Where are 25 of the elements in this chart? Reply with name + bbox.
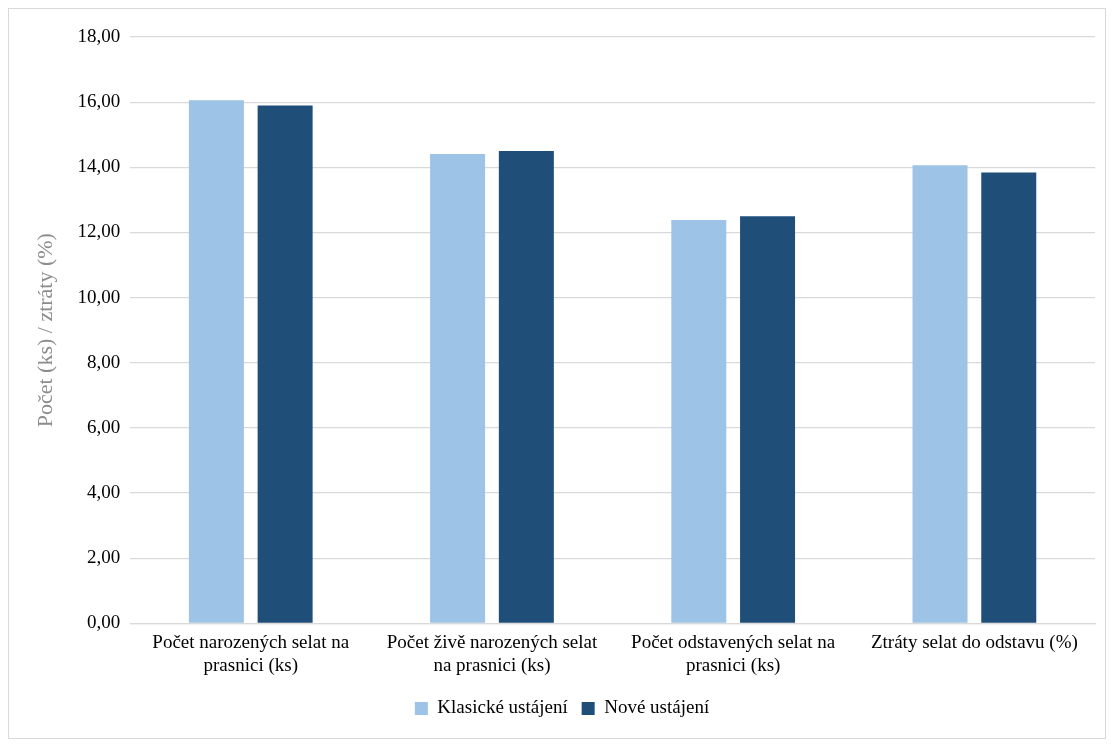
y-tick-label: 6,00: [86, 415, 121, 437]
bar: [740, 216, 796, 623]
y-tick-label: 0,00: [86, 611, 121, 633]
y-tick-label: 14,00: [77, 155, 121, 177]
legend-label: Nové ustájení: [604, 696, 710, 718]
bar: [981, 172, 1037, 623]
legend-label: Klasické ustájení: [437, 696, 569, 718]
bar: [188, 100, 244, 623]
y-tick-label: 12,00: [77, 220, 121, 242]
y-tick-label: 4,00: [86, 481, 121, 503]
x-tick-label: Počet odstavených selat na prasnici (ks): [631, 630, 836, 676]
x-tick-label: Počet narozených selat na prasnici (ks): [152, 630, 350, 676]
bar: [498, 151, 554, 623]
bar: [912, 165, 968, 623]
x-tick-label: Ztráty selat do odstavu (%): [870, 630, 1078, 653]
y-tick-label: 8,00: [86, 350, 121, 372]
x-tick-label: Počet živě narozených selat na prasnici (ks): [386, 630, 598, 676]
y-axis-title: Počet (ks) / ztráty (%): [31, 233, 57, 428]
bar: [671, 220, 727, 623]
bar: [430, 153, 486, 623]
bar: [257, 105, 313, 623]
y-tick-label: 16,00: [77, 90, 121, 112]
y-tick-label: 2,00: [86, 546, 121, 568]
y-tick-label: 18,00: [77, 24, 121, 46]
y-tick-label: 10,00: [77, 285, 121, 307]
